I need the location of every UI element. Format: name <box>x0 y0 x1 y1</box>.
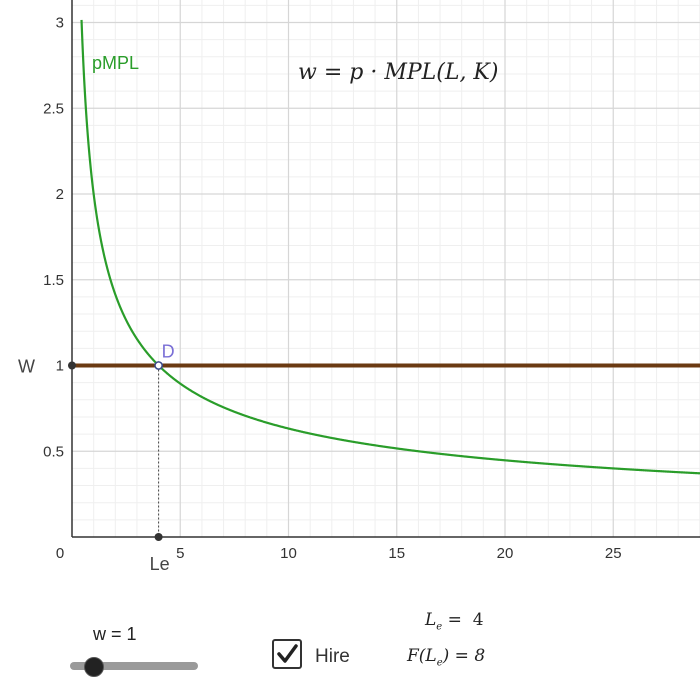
w-axis-marker <box>68 361 76 370</box>
f-prefix: F(L <box>407 646 437 666</box>
f-sub: e <box>436 657 443 669</box>
hire-checkbox[interactable] <box>272 639 302 669</box>
le-axis-marker <box>154 533 163 541</box>
le-sub: e <box>436 621 443 633</box>
y-tick-label: 0.5 <box>43 443 64 460</box>
point-d-label: D <box>162 342 175 362</box>
le-marker-label: Le <box>150 554 170 574</box>
tick-labels: 5 10 15 20 25 0.5 1 1.5 2 2.5 3 0 <box>43 15 621 563</box>
wage-slider-track[interactable] <box>70 662 198 670</box>
slider-label: w = 1 <box>93 624 137 644</box>
x-tick-label: 15 <box>388 545 405 562</box>
x-tick-label: 10 <box>280 545 297 562</box>
w-marker-label: W <box>18 357 35 377</box>
pmpl-curve <box>80 19 700 475</box>
x-tick-label: 5 <box>176 545 184 562</box>
hire-label: Hire <box>315 646 350 667</box>
le-value: 4 <box>472 610 484 630</box>
y-tick-label: 3 <box>56 15 64 32</box>
y-tick-label: 2.5 <box>43 100 64 117</box>
le-var: L <box>425 610 437 630</box>
f-readout: F(Le) = 8 <box>407 646 485 668</box>
y-tick-label: 1 <box>56 358 64 375</box>
wage-slider-handle[interactable] <box>84 657 104 677</box>
axes <box>71 0 700 538</box>
x-tick-label: 25 <box>605 545 622 562</box>
y-tick-label: 1.5 <box>43 272 64 289</box>
series-layer: pMPL <box>72 19 700 475</box>
pmpl-curve-label: pMPL <box>92 53 139 73</box>
markers: D W Le <box>18 342 175 575</box>
checkmark-icon <box>277 644 298 663</box>
f-suffix: ) = 8 <box>442 646 486 666</box>
equation-label: w = p · MPL(L, K) <box>298 60 499 85</box>
point-d <box>154 361 163 370</box>
le-readout: Le = 4 <box>425 610 484 633</box>
origin-label: 0 <box>56 545 64 562</box>
x-tick-label: 20 <box>497 545 514 562</box>
minor-grid <box>72 0 700 537</box>
y-tick-label: 2 <box>56 186 64 203</box>
